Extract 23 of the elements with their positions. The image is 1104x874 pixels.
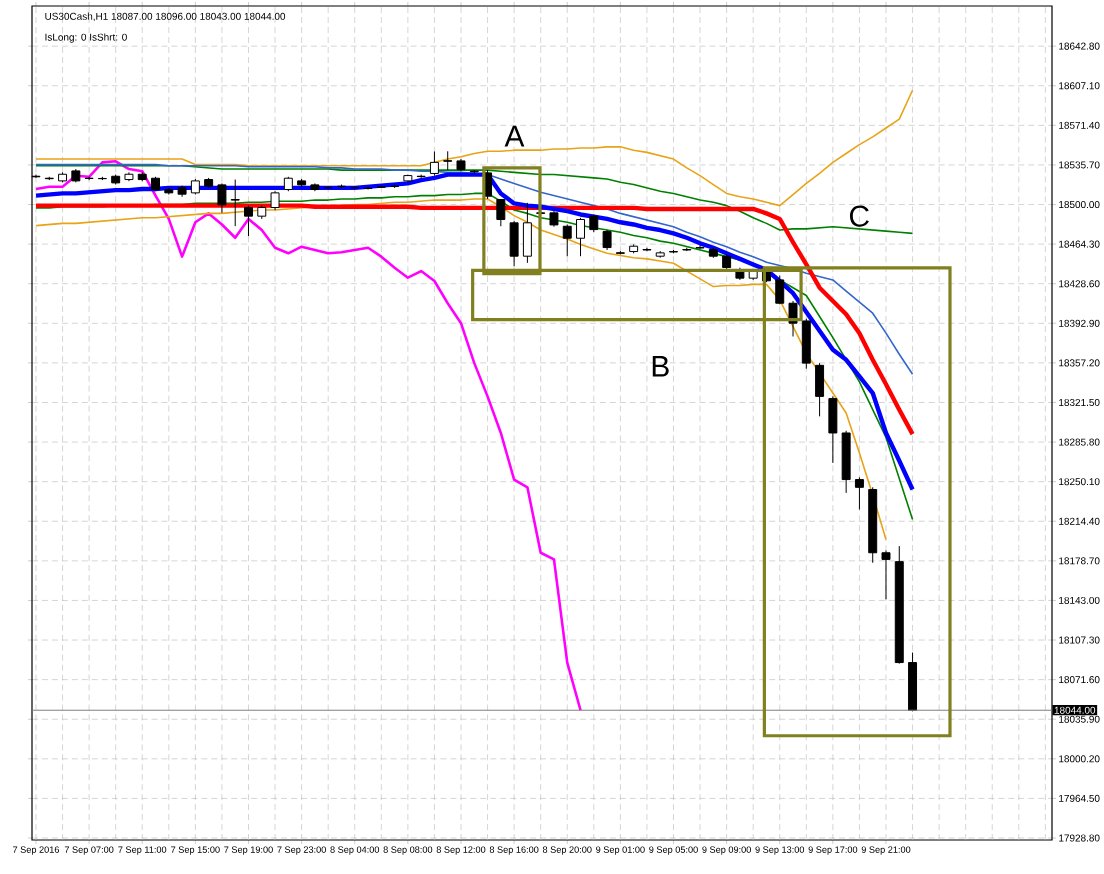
candlestick <box>881 550 891 600</box>
candlestick <box>815 362 825 417</box>
candlestick <box>908 652 918 712</box>
candlestick <box>429 151 439 177</box>
candlestick <box>576 217 586 257</box>
candlestick <box>522 202 532 264</box>
candlestick <box>496 198 506 227</box>
candlestick <box>841 430 851 494</box>
candlestick <box>244 205 253 237</box>
candlestick <box>443 150 453 171</box>
candlestick <box>801 318 811 370</box>
candlestick <box>602 229 612 251</box>
annotation: A <box>504 125 525 147</box>
candlestick <box>775 274 785 305</box>
annotation: C <box>849 205 869 227</box>
candlestick <box>509 220 519 267</box>
annotation: B <box>652 356 669 377</box>
candlestick <box>217 182 227 214</box>
candlestick <box>270 190 280 211</box>
candlestick <box>230 179 240 227</box>
candlestick <box>854 476 864 510</box>
candlestick <box>562 223 572 257</box>
candlestick <box>828 395 838 464</box>
